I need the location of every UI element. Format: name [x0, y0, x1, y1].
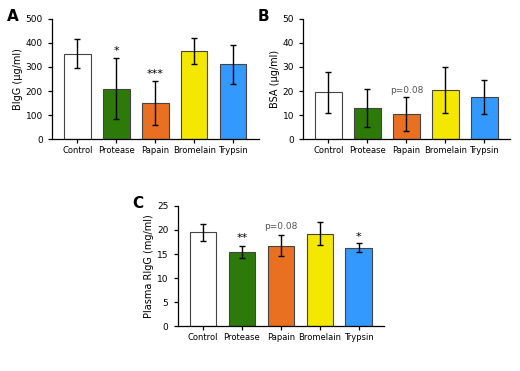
Bar: [181, 51, 207, 139]
Text: p=0.08: p=0.08: [389, 86, 423, 95]
Bar: [190, 232, 216, 326]
Text: B: B: [257, 9, 269, 24]
Bar: [306, 234, 333, 326]
Bar: [345, 248, 372, 326]
Bar: [64, 53, 90, 139]
Y-axis label: Plasma RIgG (mg/ml): Plasma RIgG (mg/ml): [144, 214, 154, 318]
Bar: [220, 65, 246, 139]
Text: *: *: [356, 232, 361, 242]
Text: C: C: [132, 196, 143, 211]
Y-axis label: BIgG (μg/ml): BIgG (μg/ml): [13, 48, 23, 110]
Bar: [354, 108, 381, 139]
Bar: [142, 103, 168, 139]
Y-axis label: BSA (μg/ml): BSA (μg/ml): [270, 50, 280, 108]
Text: A: A: [7, 9, 18, 24]
Bar: [229, 252, 255, 326]
Bar: [471, 97, 498, 139]
Bar: [432, 90, 459, 139]
Bar: [268, 246, 294, 326]
Text: *: *: [113, 46, 119, 56]
Bar: [103, 89, 129, 139]
Bar: [315, 92, 342, 139]
Text: ***: ***: [147, 69, 164, 79]
Text: **: **: [236, 233, 248, 243]
Bar: [393, 114, 420, 139]
Text: p=0.08: p=0.08: [264, 222, 297, 231]
